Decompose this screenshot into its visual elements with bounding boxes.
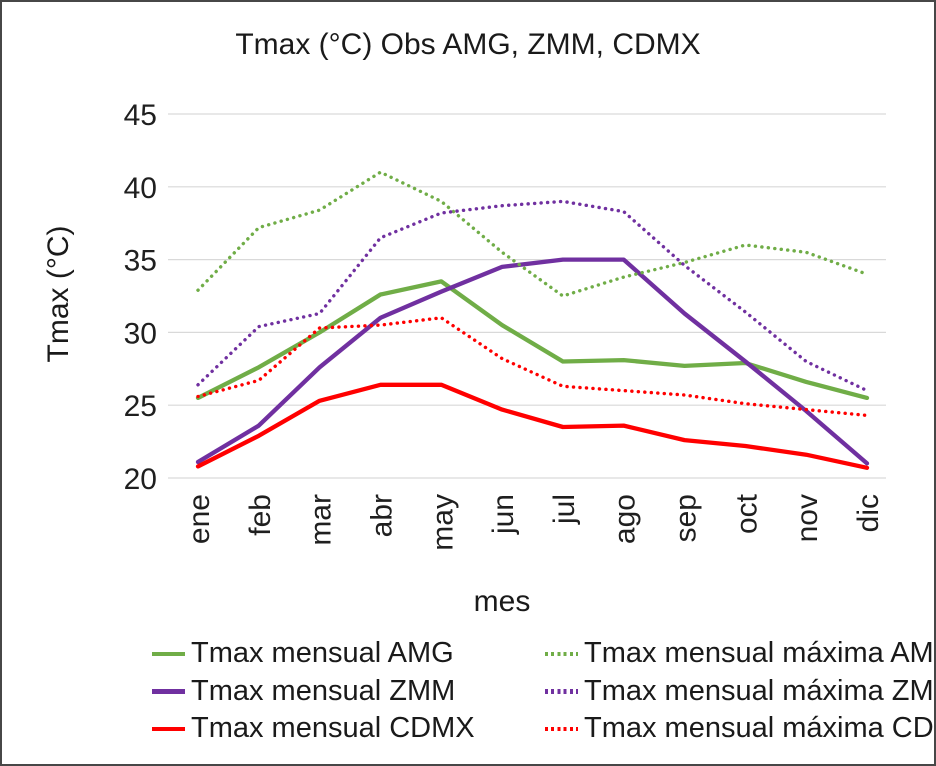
x-tick-label: mar <box>305 494 338 546</box>
x-axis-title: mes <box>473 585 531 618</box>
legend-swatch <box>152 689 185 694</box>
legend: Tmax mensual AMG Tmax mensual máxima AMG… <box>152 635 936 748</box>
legend-item: Tmax mensual AMG <box>152 637 545 670</box>
y-tick-label: 35 <box>124 245 157 278</box>
x-tick-label: nov <box>791 494 824 542</box>
x-tick-label: jun <box>487 494 520 535</box>
legend-swatch <box>152 651 185 657</box>
x-tick-label: may <box>426 494 459 551</box>
x-tick-label: oct <box>730 493 763 534</box>
legend-label: Tmax mensual AMG <box>191 637 454 670</box>
legend-label: Tmax mensual máxima AMG <box>584 637 936 670</box>
legend-item: Tmax mensual CDMX <box>152 712 545 745</box>
x-tick-label: feb <box>244 494 277 536</box>
x-tick-label: sep <box>670 494 703 542</box>
legend-swatch <box>545 651 578 657</box>
legend-label: Tmax mensual máxima CDMX <box>584 712 934 745</box>
legend-item: Tmax mensual ZMM <box>152 675 545 708</box>
y-tick-label: 45 <box>124 99 157 132</box>
legend-item: Tmax mensual máxima ZMM <box>545 674 936 708</box>
legend-item: Tmax mensual máxima AMG <box>545 637 936 670</box>
legend-label: Tmax mensual máxima ZMM <box>584 674 936 707</box>
y-tick-label: 40 <box>124 172 157 205</box>
x-tick-label: dic <box>852 494 885 532</box>
legend-label: Tmax mensual ZMM <box>191 674 456 707</box>
y-tick-label: 25 <box>124 390 157 423</box>
x-tick-label: ene <box>183 494 216 544</box>
x-tick-label: jul <box>548 494 581 525</box>
chart-title: Tmax (°C) Obs AMG, ZMM, CDMX <box>235 28 701 61</box>
series-line-3 <box>196 170 869 298</box>
legend-swatch <box>152 726 185 732</box>
y-tick-label: 20 <box>124 463 157 496</box>
series-line-5 <box>196 316 869 418</box>
x-tick-label: abr <box>366 494 399 537</box>
y-tick-label: 30 <box>124 317 157 350</box>
legend-swatch <box>545 726 578 732</box>
x-tick-label: ago <box>609 494 642 544</box>
series-line-4 <box>196 199 869 393</box>
legend-label: Tmax mensual CDMX <box>191 712 475 745</box>
legend-item: Tmax mensual máxima CDMX <box>545 712 934 745</box>
series-line-2 <box>195 382 870 470</box>
series-line-1 <box>195 257 870 466</box>
legend-swatch <box>545 689 578 694</box>
